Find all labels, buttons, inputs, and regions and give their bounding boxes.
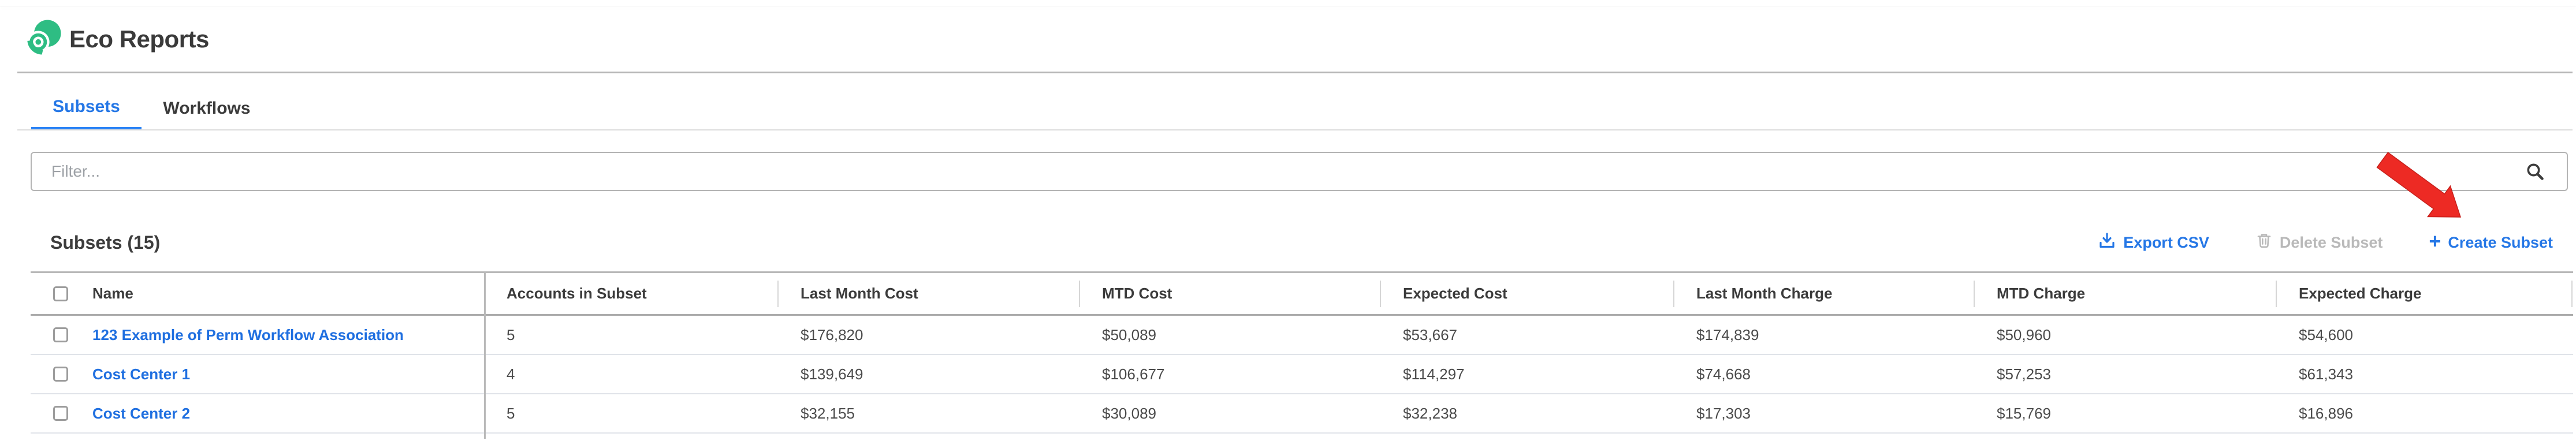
table-toolbar: Subsets (15) Export CSV xyxy=(50,227,2553,257)
subset-name-link[interactable]: 123 Example of Perm Workflow Association xyxy=(92,326,404,344)
table-row: Cost Center 2 5 $32,155 $30,089 $32,238 … xyxy=(31,394,2573,434)
header-column-separator xyxy=(1673,281,1674,307)
expected-charge-value: $54,600 xyxy=(2299,326,2353,344)
accounts-in-subset-value: 4 xyxy=(507,365,515,383)
expected-cost-value: $32,238 xyxy=(1403,404,1457,422)
expected-cost-value: $114,297 xyxy=(1403,365,1465,383)
header-column-separator xyxy=(1079,281,1080,307)
last-month-cost-value: $139,649 xyxy=(801,365,863,383)
table-row: Cost Center 1 4 $139,649 $106,677 $114,2… xyxy=(31,355,2573,394)
export-csv-label: Export CSV xyxy=(2123,233,2209,251)
mtd-charge-value: $15,769 xyxy=(1997,404,2051,422)
create-subset-button[interactable]: + Create Subset xyxy=(2429,229,2553,253)
column-header-mtd-cost[interactable]: MTD Cost xyxy=(1102,285,1172,302)
page-title: Eco Reports xyxy=(69,25,209,53)
expected-cost-value: $53,667 xyxy=(1403,326,1457,344)
mtd-cost-value: $30,089 xyxy=(1102,404,1156,422)
column-header-name[interactable]: Name xyxy=(92,285,133,302)
accounts-in-subset-value: 5 xyxy=(507,326,515,344)
column-header-accounts-in-subset[interactable]: Accounts in Subset xyxy=(507,285,647,302)
column-header-mtd-charge[interactable]: MTD Charge xyxy=(1997,285,2086,302)
select-all-cell xyxy=(31,286,92,301)
mtd-cost-value: $50,089 xyxy=(1102,326,1156,344)
row-checkbox[interactable] xyxy=(53,327,68,342)
tabs-divider xyxy=(17,129,2573,130)
subset-name-link[interactable]: Cost Center 2 xyxy=(92,404,191,422)
toolbar-actions: Export CSV Delete Subset + Create Subset xyxy=(2098,229,2553,254)
accounts-in-subset-value: 5 xyxy=(507,404,515,422)
app-header: Eco Reports xyxy=(25,20,209,58)
column-header-last-month-cost[interactable]: Last Month Cost xyxy=(801,285,918,302)
row-checkbox[interactable] xyxy=(53,367,68,382)
create-subset-label: Create Subset xyxy=(2448,233,2553,251)
mtd-charge-value: $50,960 xyxy=(1997,326,2051,344)
header-column-separator xyxy=(2571,281,2573,307)
tab-bar: Subsets Workflows xyxy=(31,87,260,130)
tab-subsets[interactable]: Subsets xyxy=(31,87,142,130)
last-month-cost-value: $176,820 xyxy=(801,326,863,344)
column-header-expected-cost[interactable]: Expected Cost xyxy=(1403,285,1507,302)
tab-workflows[interactable]: Workflows xyxy=(153,87,260,130)
pinned-column-divider xyxy=(484,271,486,439)
mtd-charge-value: $57,253 xyxy=(1997,365,2051,383)
select-all-checkbox[interactable] xyxy=(53,286,68,301)
header-column-separator xyxy=(1974,281,1975,307)
column-header-expected-charge[interactable]: Expected Charge xyxy=(2299,285,2422,302)
expected-charge-value: $16,896 xyxy=(2299,404,2353,422)
expected-charge-value: $61,343 xyxy=(2299,365,2353,383)
search-icon[interactable] xyxy=(2525,162,2546,185)
filter-input[interactable] xyxy=(31,152,2568,191)
last-month-charge-value: $174,839 xyxy=(1696,326,1759,344)
header-column-separator xyxy=(1380,281,1381,307)
trash-icon xyxy=(2255,232,2273,254)
plus-icon: + xyxy=(2429,229,2441,253)
delete-subset-label: Delete Subset xyxy=(2279,233,2383,251)
header-divider xyxy=(17,72,2573,73)
export-csv-button[interactable]: Export CSV xyxy=(2098,232,2209,254)
last-month-charge-value: $17,303 xyxy=(1696,404,1751,422)
download-icon xyxy=(2098,232,2116,254)
table-header-row: Name Accounts in Subset Last Month Cost … xyxy=(31,271,2573,316)
delete-subset-button[interactable]: Delete Subset xyxy=(2255,232,2383,254)
app-logo-icon xyxy=(25,20,61,58)
table-row: 123 Example of Perm Workflow Association… xyxy=(31,316,2573,355)
tab-subsets-label: Subsets xyxy=(53,97,120,116)
column-header-last-month-charge[interactable]: Last Month Charge xyxy=(1696,285,1833,302)
filter-bar xyxy=(31,152,2568,191)
subset-name-link[interactable]: Cost Center 1 xyxy=(92,365,191,383)
header-column-separator xyxy=(2276,281,2277,307)
tab-workflows-label: Workflows xyxy=(163,99,251,118)
row-checkbox[interactable] xyxy=(53,406,68,421)
last-month-cost-value: $32,155 xyxy=(801,404,855,422)
mtd-cost-value: $106,677 xyxy=(1102,365,1165,383)
header-column-separator xyxy=(777,281,779,307)
subsets-table: Name Accounts in Subset Last Month Cost … xyxy=(31,271,2573,439)
section-heading: Subsets (15) xyxy=(50,232,161,253)
last-month-charge-value: $74,668 xyxy=(1696,365,1751,383)
